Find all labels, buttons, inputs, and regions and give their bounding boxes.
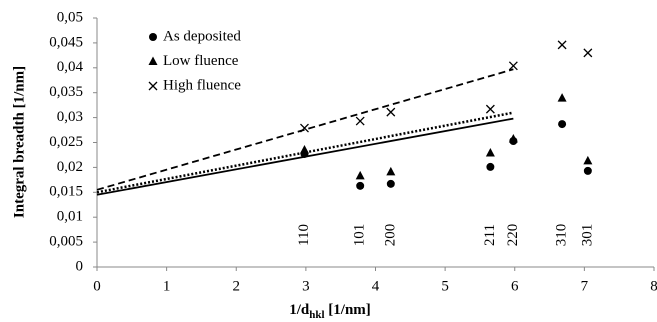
point — [557, 40, 567, 50]
x-tick-label: 6 — [511, 278, 519, 294]
point — [386, 179, 395, 188]
point — [299, 144, 309, 154]
legend-marker — [148, 81, 158, 91]
point — [508, 61, 518, 71]
x-axis-title: 1/dhkl [1/nm] — [289, 302, 371, 320]
x-title-unit: [1/nm] — [325, 302, 371, 318]
annotation: 211 — [482, 224, 498, 246]
y-axis-title: Integral breadth [1/nm] — [11, 66, 27, 218]
legend-label: As deposited — [163, 28, 241, 44]
y-tick-label: 0,05 — [57, 9, 83, 25]
point — [583, 48, 593, 58]
point — [355, 170, 365, 180]
y-tick-label: 0,01 — [57, 209, 83, 225]
trendline — [96, 111, 514, 194]
point — [356, 181, 365, 190]
y-tick-label: 0,025 — [49, 134, 83, 150]
point — [485, 147, 495, 157]
x-tick-label: 0 — [93, 278, 101, 294]
point — [386, 166, 396, 176]
y-tick-label: 0,03 — [57, 109, 83, 125]
y-tick-label: 0,035 — [49, 84, 83, 100]
point — [485, 104, 495, 114]
annotation: 200 — [382, 224, 398, 247]
x-tick-label: 2 — [233, 278, 241, 294]
y-tick-label: 0 — [76, 258, 84, 274]
point — [386, 107, 396, 117]
annotation: 301 — [579, 224, 595, 247]
annotation: 310 — [554, 224, 570, 247]
y-tick-label: 0,005 — [49, 234, 83, 250]
y-tick-label: 0,02 — [57, 159, 83, 175]
y-tick-label: 0,04 — [57, 59, 84, 75]
annotation: 101 — [352, 224, 368, 247]
point — [583, 166, 592, 175]
x-title-main: 1/d — [289, 302, 310, 318]
x-tick-label: 5 — [441, 278, 449, 294]
y-tick-label: 0,045 — [49, 34, 83, 50]
point — [355, 116, 365, 126]
y-tick-label: 0,015 — [49, 184, 83, 200]
legend-label: Low fluence — [163, 53, 239, 69]
point — [558, 120, 567, 129]
legend-label: High fluence — [163, 77, 241, 93]
x-tick-label: 1 — [163, 278, 171, 294]
legend-marker — [149, 33, 157, 41]
annotation: 220 — [505, 224, 521, 247]
point — [508, 134, 518, 143]
point — [300, 123, 309, 133]
point — [486, 162, 495, 171]
x-tick-label: 7 — [581, 278, 589, 294]
annotation: 110 — [296, 224, 312, 246]
trendline — [96, 68, 514, 191]
x-tick-label: 4 — [372, 278, 380, 294]
point — [557, 93, 567, 102]
legend-marker — [148, 56, 158, 65]
x-tick-label: 8 — [650, 278, 657, 294]
point — [583, 155, 593, 165]
x-tick-label: 3 — [302, 278, 310, 294]
x-title-sub: hkl — [309, 309, 324, 321]
